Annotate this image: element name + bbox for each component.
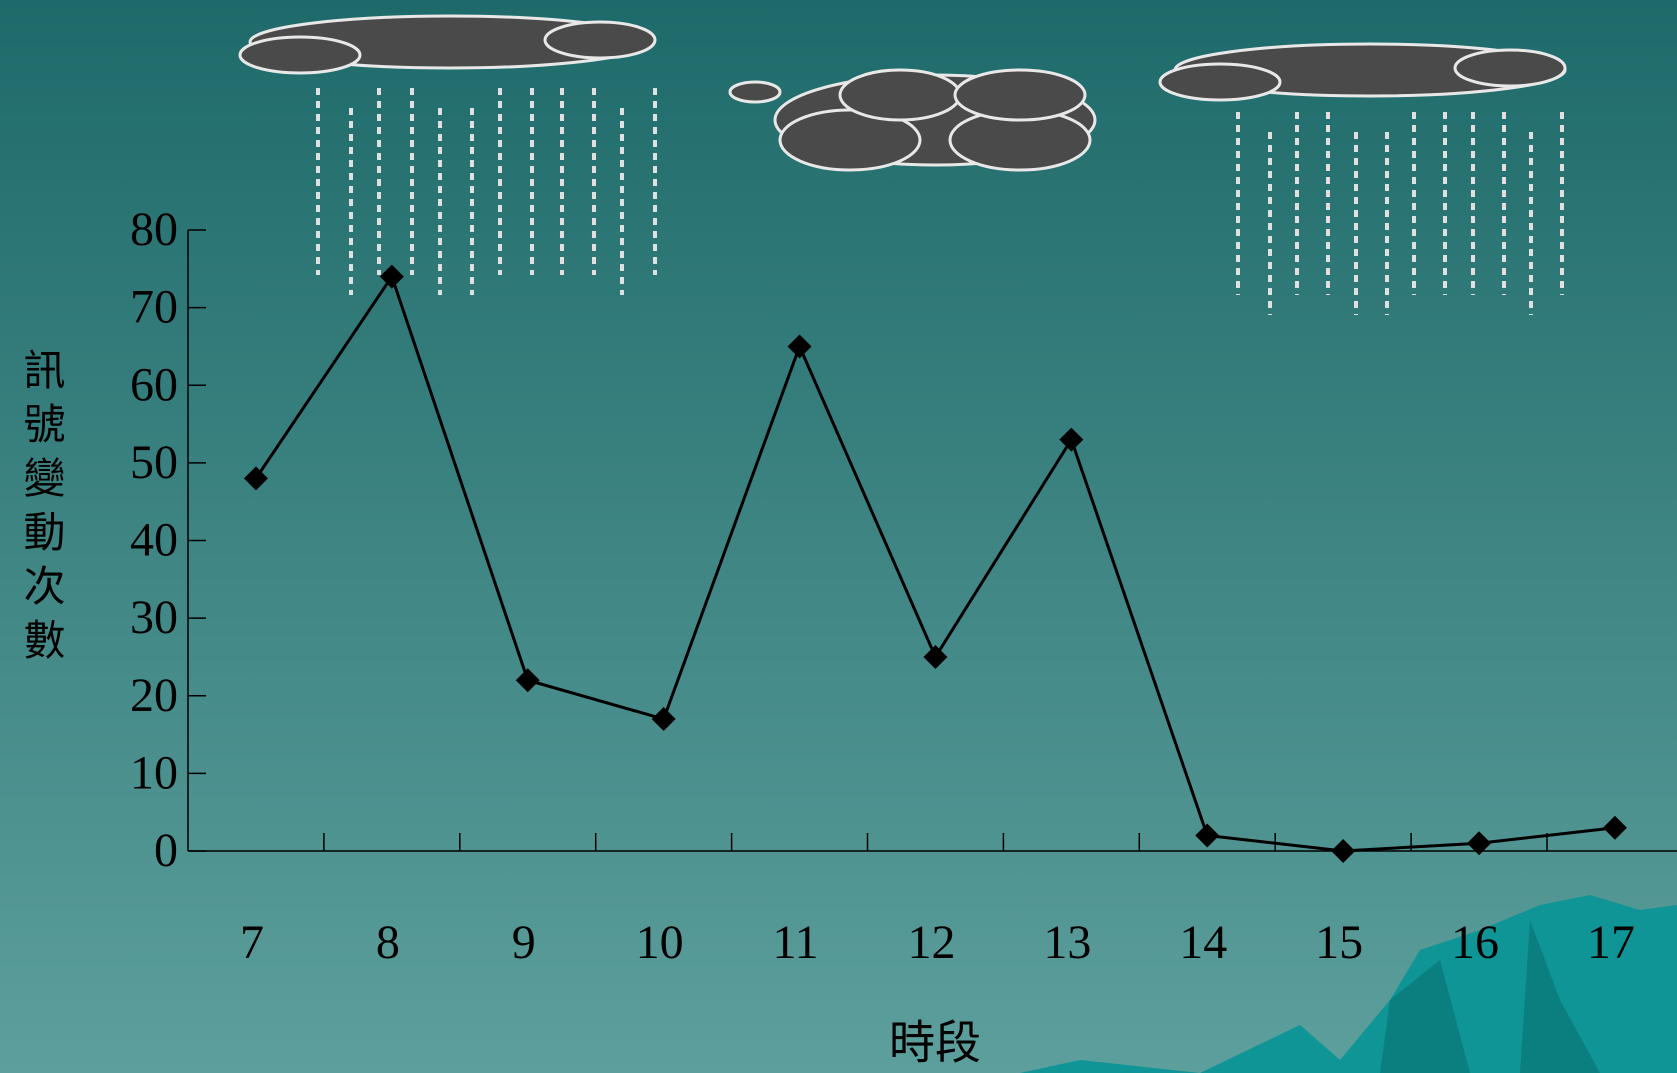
marker [379, 264, 404, 289]
marker [515, 668, 540, 693]
marker [1331, 839, 1356, 863]
cloud-middle [728, 68, 1097, 172]
x-tick-label: 7 [240, 916, 264, 969]
x-tick-label: 17 [1587, 916, 1635, 969]
y-tick-label: 50 [130, 436, 178, 489]
marker [1467, 831, 1492, 856]
x-axis-title: 時段 [889, 1018, 981, 1069]
x-tick-label: 12 [907, 916, 955, 969]
y-axis-title: 訊號變動次數 [17, 348, 64, 672]
mountain [1020, 895, 1677, 1073]
marker [1195, 823, 1220, 848]
x-tick-label: 11 [772, 916, 818, 969]
marker [243, 466, 268, 491]
marker [923, 644, 948, 669]
y-tick-label: 80 [130, 203, 178, 256]
marker [651, 707, 676, 732]
y-tick-label: 30 [130, 591, 178, 644]
y-tick-label: 10 [130, 746, 178, 799]
y-tick-label: 40 [130, 514, 178, 567]
y-tick-label: 60 [130, 358, 178, 411]
rain-cloud-left [238, 14, 657, 295]
x-tick-label: 9 [512, 916, 536, 969]
x-tick-label: 13 [1043, 916, 1091, 969]
mountain-shade [1380, 920, 1600, 1073]
x-tick-label: 10 [636, 916, 684, 969]
marker [1602, 815, 1627, 840]
y-tick-label: 20 [130, 669, 178, 722]
x-tick-label: 15 [1315, 916, 1363, 969]
marker [1059, 427, 1084, 452]
x-tick-label: 8 [376, 916, 400, 969]
x-tick-label: 16 [1451, 916, 1499, 969]
marker [787, 334, 812, 359]
rain-cloud-right [1158, 42, 1567, 315]
y-tick-label: 0 [154, 824, 178, 877]
y-tick-label: 70 [130, 281, 178, 334]
x-tick-label: 14 [1179, 916, 1227, 969]
